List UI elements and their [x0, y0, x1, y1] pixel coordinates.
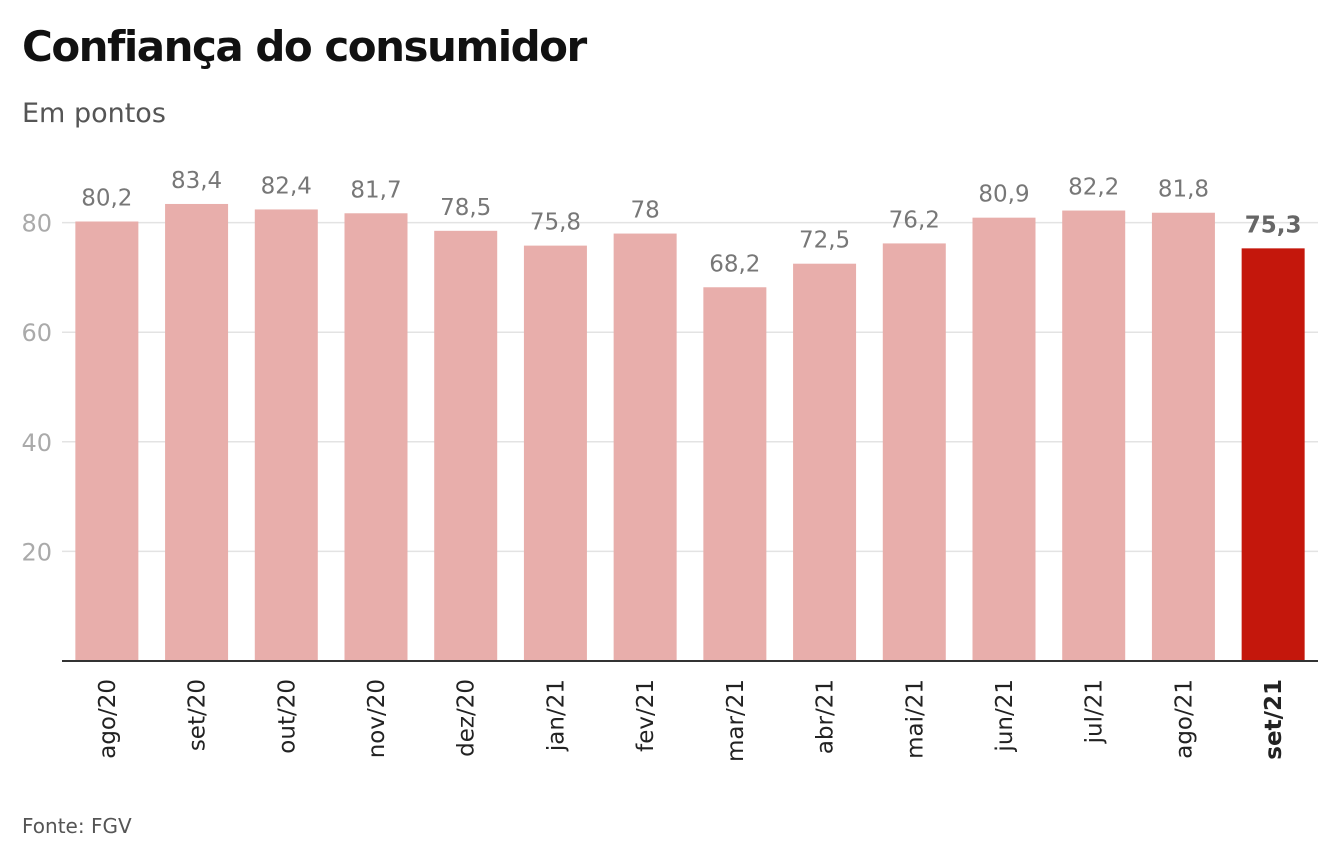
x-tick-label: set/21	[1261, 679, 1287, 760]
data-label: 72,5	[799, 228, 850, 254]
y-tick-label: 60	[21, 319, 52, 347]
data-label: 83,4	[171, 168, 222, 194]
x-tick-label: jun/21	[992, 679, 1018, 753]
data-label: 78,5	[440, 195, 491, 221]
x-tick-label: dez/20	[454, 679, 480, 757]
bar	[703, 287, 767, 661]
data-label: 78	[631, 198, 660, 224]
data-label: 82,4	[261, 173, 312, 199]
bar	[254, 209, 318, 661]
data-label: 80,9	[978, 182, 1029, 208]
data-label: 80,2	[81, 186, 132, 212]
bar	[165, 203, 229, 661]
bar	[523, 245, 587, 661]
data-label: 75,8	[530, 210, 581, 236]
x-tick-label: ago/21	[1171, 679, 1197, 759]
data-label: 82,2	[1068, 175, 1119, 201]
bar	[1151, 212, 1215, 661]
x-tick-label: mai/21	[902, 679, 928, 759]
source-note: Fonte: FGV	[22, 814, 132, 838]
bar	[972, 217, 1036, 661]
bar	[1062, 210, 1126, 661]
bar	[793, 263, 857, 661]
x-tick-label: out/20	[274, 679, 300, 754]
x-tick-label: jul/21	[1082, 679, 1108, 744]
y-tick-label: 20	[21, 538, 52, 566]
bar	[434, 230, 498, 661]
bar	[1241, 248, 1305, 661]
chart-subtitle: Em pontos	[22, 98, 166, 129]
data-label: 81,7	[350, 177, 401, 203]
data-label: 68,2	[709, 251, 760, 277]
x-tick-label: abr/21	[813, 679, 839, 754]
y-tick-label: 40	[21, 429, 52, 457]
bar	[882, 243, 946, 661]
bar	[344, 213, 408, 661]
x-tick-label: ago/20	[95, 679, 121, 759]
x-tick-label: set/20	[185, 679, 211, 751]
bar	[75, 221, 139, 661]
x-tick-label: nov/20	[364, 679, 390, 758]
data-label: 76,2	[889, 207, 940, 233]
data-label: 75,3	[1245, 212, 1302, 238]
bar	[613, 233, 677, 661]
chart-title: Confiança do consumidor	[22, 22, 587, 71]
x-tick-label: jan/21	[543, 679, 569, 752]
x-tick-label: fev/21	[633, 679, 659, 752]
data-label: 81,8	[1158, 177, 1209, 203]
y-tick-label: 80	[21, 210, 52, 238]
x-tick-label: mar/21	[723, 679, 749, 762]
